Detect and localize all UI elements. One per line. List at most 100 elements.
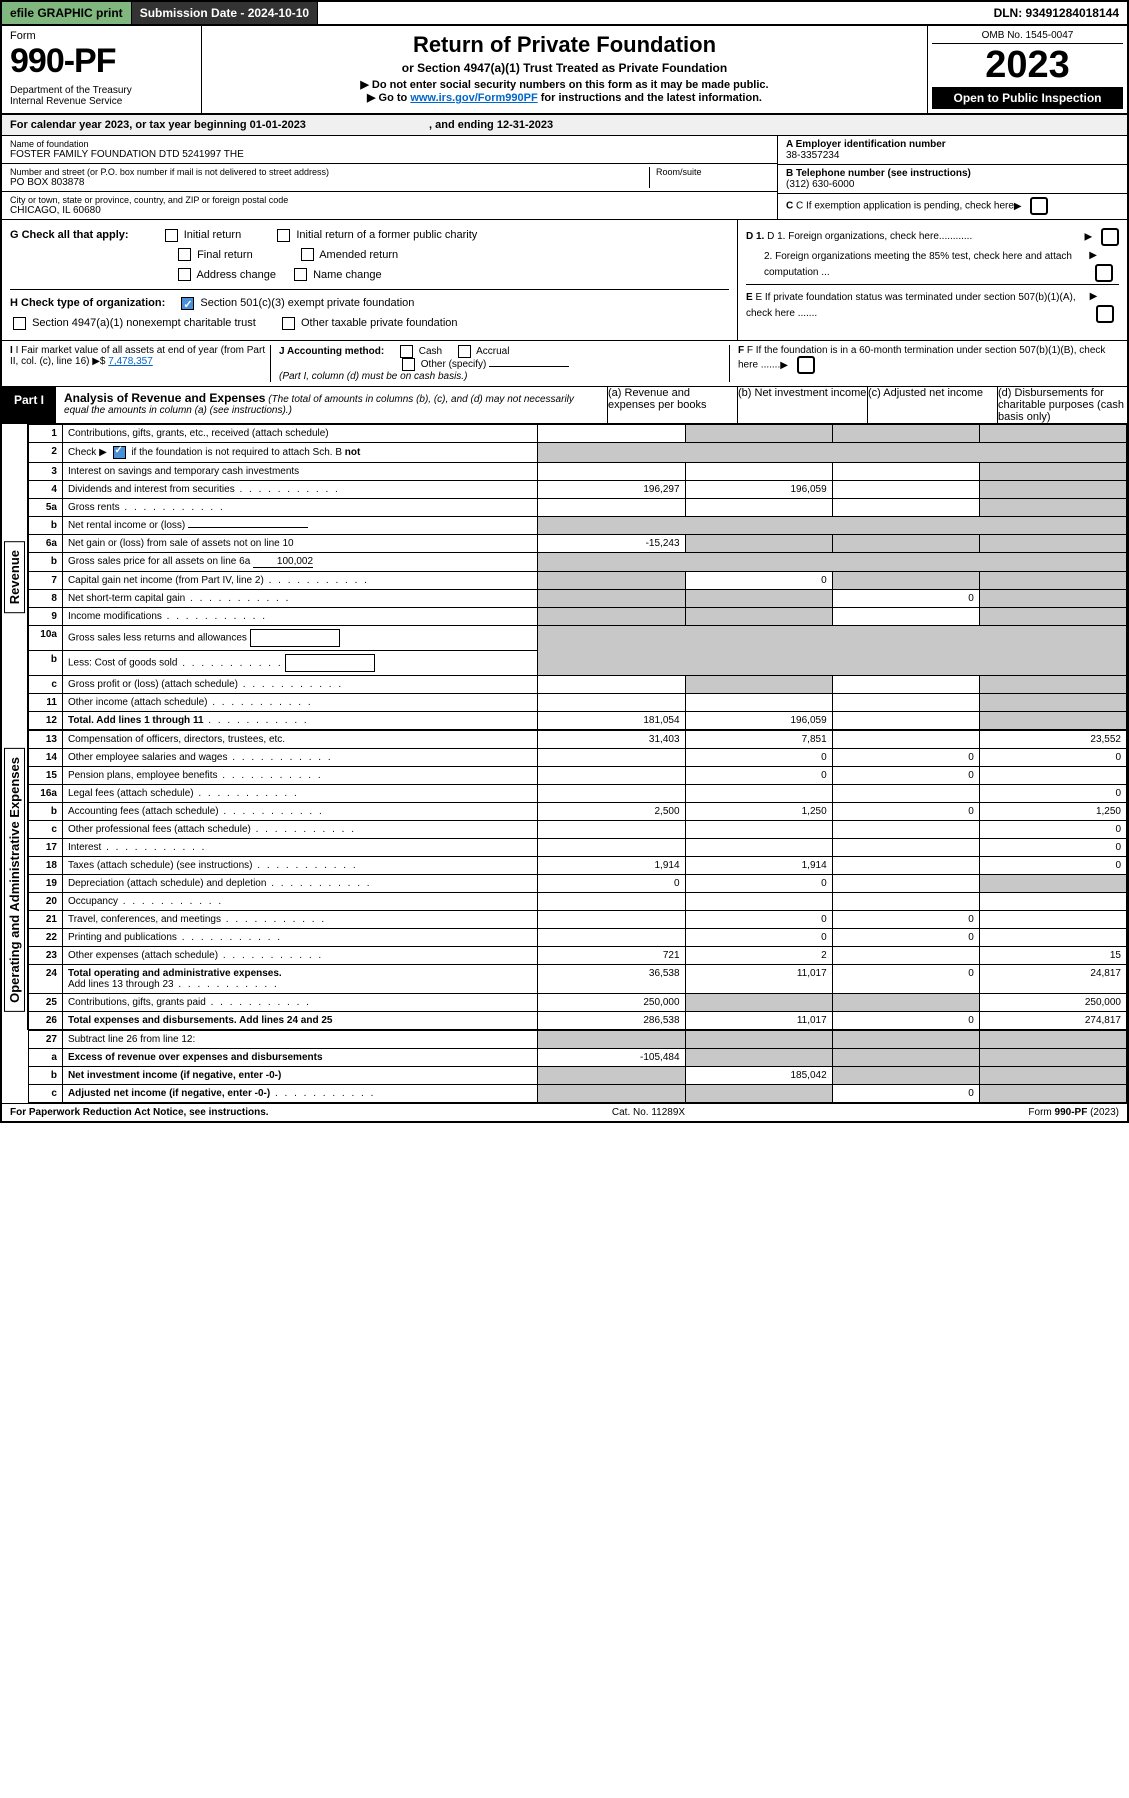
table-row: 3Interest on savings and temporary cash … [29, 462, 1127, 480]
entity-info: Name of foundation FOSTER FAMILY FOUNDAT… [2, 136, 1127, 220]
table-row: 26Total expenses and disbursements. Add … [29, 1011, 1127, 1029]
top-bar: efile GRAPHIC print Submission Date - 20… [2, 2, 1127, 26]
table-row: 27Subtract line 26 from line 12: [29, 1030, 1127, 1048]
h-4947-checkbox[interactable] [13, 317, 26, 330]
table-row: cAdjusted net income (if negative, enter… [29, 1084, 1127, 1102]
paperwork-notice: For Paperwork Reduction Act Notice, see … [10, 1107, 269, 1118]
revenue-table: 1Contributions, gifts, grants, etc., rec… [28, 424, 1127, 730]
i-j-row: I I Fair market value of all assets at e… [2, 341, 1127, 387]
calendar-year-row: For calendar year 2023, or tax year begi… [2, 115, 1127, 136]
table-row: 15Pension plans, employee benefits00 [29, 766, 1127, 784]
table-row: 4Dividends and interest from securities1… [29, 480, 1127, 498]
line27-table: 27Subtract line 26 from line 12: aExcess… [28, 1030, 1127, 1103]
phone-cell: B Telephone number (see instructions) (3… [778, 165, 1127, 194]
fmv-link[interactable]: 7,478,357 [108, 356, 153, 367]
table-row: 21Travel, conferences, and meetings00 [29, 910, 1127, 928]
table-row: 5aGross rents [29, 498, 1127, 516]
table-row: 24Total operating and administrative exp… [29, 964, 1127, 993]
part1-header: Part I Analysis of Revenue and Expenses … [2, 387, 1127, 424]
goto-note: ▶ Go to www.irs.gov/Form990PF for instru… [210, 91, 919, 104]
g-address-checkbox[interactable] [178, 268, 191, 281]
revenue-side-label: Revenue [4, 541, 25, 613]
e-row: E E If private foundation status was ter… [746, 284, 1119, 323]
schb-checkbox[interactable] [113, 446, 126, 459]
g-initial-checkbox[interactable] [165, 229, 178, 242]
form-header: Form 990-PF Department of the TreasuryIn… [2, 26, 1127, 115]
expenses-side-label: Operating and Administrative Expenses [4, 748, 25, 1012]
table-row: 19Depreciation (attach schedule) and dep… [29, 874, 1127, 892]
table-row: 2Check ▶ if the foundation is not requir… [29, 442, 1127, 462]
g-initial-former-checkbox[interactable] [277, 229, 290, 242]
table-row: 10aGross sales less returns and allowanc… [29, 625, 1127, 650]
table-row: 17Interest0 [29, 838, 1127, 856]
table-row: 11Other income (attach schedule) [29, 693, 1127, 711]
table-row: 20Occupancy [29, 892, 1127, 910]
footer: For Paperwork Reduction Act Notice, see … [2, 1103, 1127, 1121]
dept-label: Department of the TreasuryInternal Reven… [10, 85, 193, 107]
city-cell: City or town, state or province, country… [2, 192, 777, 219]
table-row: cGross profit or (loss) (attach schedule… [29, 675, 1127, 693]
f-checkbox[interactable] [797, 356, 815, 374]
table-row: 18Taxes (attach schedule) (see instructi… [29, 856, 1127, 874]
f-row: F F If the foundation is in a 60-month t… [738, 345, 1119, 374]
table-row: 6aNet gain or (loss) from sale of assets… [29, 534, 1127, 552]
e-checkbox[interactable] [1096, 305, 1114, 323]
d1-checkbox[interactable] [1101, 228, 1119, 246]
ein-cell: A Employer identification number 38-3357… [778, 136, 1127, 165]
g-final-checkbox[interactable] [178, 248, 191, 261]
table-row: 25Contributions, gifts, grants paid250,0… [29, 993, 1127, 1011]
ssn-note: ▶ Do not enter social security numbers o… [210, 78, 919, 91]
exemption-pending-cell: C C If exemption application is pending,… [778, 194, 1127, 218]
g-name-checkbox[interactable] [294, 268, 307, 281]
submission-date: Submission Date - 2024-10-10 [132, 2, 318, 24]
table-row: 9Income modifications [29, 607, 1127, 625]
table-row: 7Capital gain net income (from Part IV, … [29, 571, 1127, 589]
address-cell: Number and street (or P.O. box number if… [2, 164, 777, 192]
table-row: aExcess of revenue over expenses and dis… [29, 1048, 1127, 1066]
checkbox-section: G Check all that apply: Initial return I… [2, 220, 1127, 341]
table-row: 1Contributions, gifts, grants, etc., rec… [29, 424, 1127, 442]
g-row: G Check all that apply: Initial return I… [10, 226, 729, 285]
d2-checkbox[interactable] [1095, 264, 1113, 282]
table-row: 14Other employee salaries and wages000 [29, 748, 1127, 766]
expenses-table: 13Compensation of officers, directors, t… [28, 730, 1127, 1030]
d1-row: D 1. D 1. Foreign organizations, check h… [746, 228, 1119, 246]
revenue-section: Revenue 1Contributions, gifts, grants, e… [2, 424, 1127, 730]
col-b-header: (b) Net investment income [737, 387, 867, 423]
j-cash-checkbox[interactable] [400, 345, 413, 358]
g-amended-checkbox[interactable] [301, 248, 314, 261]
col-c-header: (c) Adjusted net income [867, 387, 997, 423]
form-title: Return of Private Foundation [210, 32, 919, 58]
omb-number: OMB No. 1545-0047 [932, 30, 1123, 44]
table-row: 22Printing and publications00 [29, 928, 1127, 946]
cat-number: Cat. No. 11289X [612, 1107, 685, 1118]
h-row: H Check type of organization: Section 50… [10, 289, 729, 334]
dln-label: DLN: 93491284018144 [986, 2, 1127, 24]
foundation-name-cell: Name of foundation FOSTER FAMILY FOUNDAT… [2, 136, 777, 164]
expenses-section: Operating and Administrative Expenses 13… [2, 730, 1127, 1030]
open-public-badge: Open to Public Inspection [932, 87, 1123, 109]
table-row: bGross sales price for all assets on lin… [29, 552, 1127, 571]
tax-year: 2023 [932, 44, 1123, 87]
form-document: efile GRAPHIC print Submission Date - 20… [0, 0, 1129, 1123]
h-other-checkbox[interactable] [282, 317, 295, 330]
form-number: 990-PF [10, 42, 193, 81]
table-row: cOther professional fees (attach schedul… [29, 820, 1127, 838]
form-label: Form [10, 30, 193, 42]
efile-print-button[interactable]: efile GRAPHIC print [2, 2, 132, 24]
table-row: 16aLegal fees (attach schedule)0 [29, 784, 1127, 802]
d2-row: 2. Foreign organizations meeting the 85%… [746, 248, 1119, 282]
j-accrual-checkbox[interactable] [458, 345, 471, 358]
irs-link[interactable]: www.irs.gov/Form990PF [410, 92, 537, 104]
h-501c3-checkbox[interactable] [181, 297, 194, 310]
c-checkbox[interactable] [1030, 197, 1048, 215]
j-other-checkbox[interactable] [402, 358, 415, 371]
form-footer-label: Form 990-PF (2023) [1028, 1107, 1119, 1118]
part1-tab: Part I [2, 387, 56, 423]
table-row: bAccounting fees (attach schedule)2,5001… [29, 802, 1127, 820]
table-row: 12Total. Add lines 1 through 11181,05419… [29, 711, 1127, 729]
table-row: 13Compensation of officers, directors, t… [29, 730, 1127, 748]
table-row: bNet investment income (if negative, ent… [29, 1066, 1127, 1084]
col-d-header: (d) Disbursements for charitable purpose… [997, 387, 1127, 423]
form-subtitle: or Section 4947(a)(1) Trust Treated as P… [210, 61, 919, 75]
